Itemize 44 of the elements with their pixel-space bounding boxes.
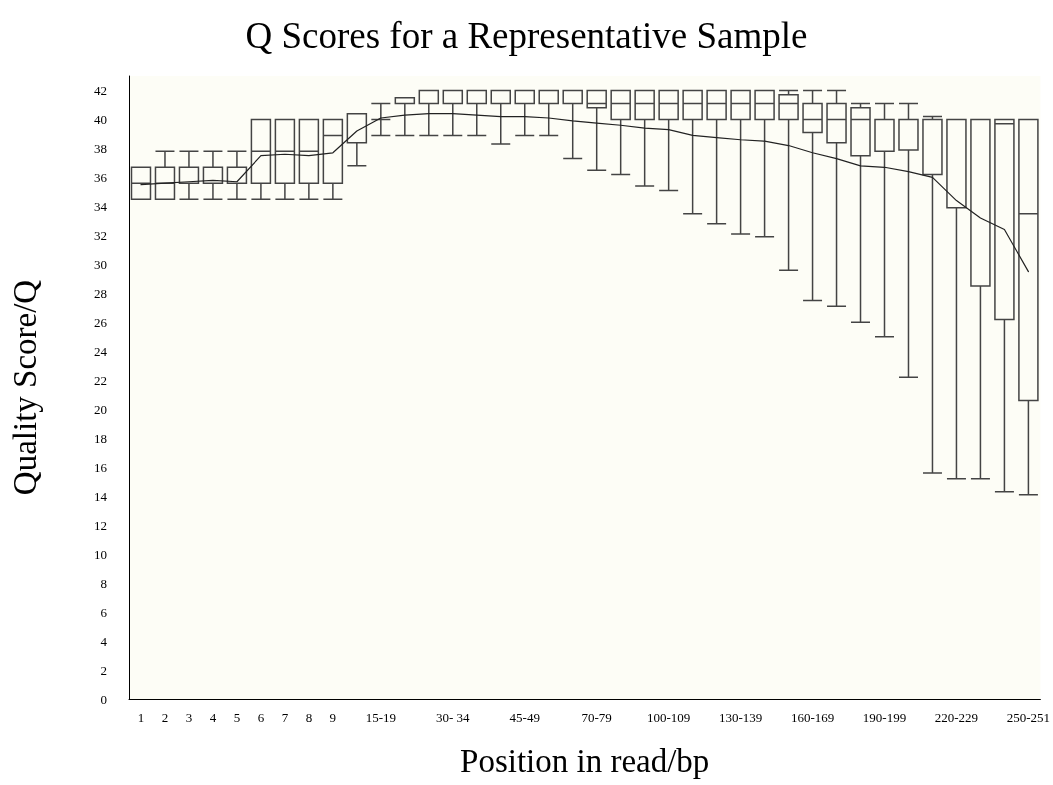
- y-tick-label: 12: [94, 517, 107, 533]
- x-tick-label: 130-139: [718, 710, 763, 725]
- y-tick-label: 0: [100, 691, 107, 707]
- y-tick-label: 20: [94, 401, 107, 417]
- y-tick-label: 22: [94, 372, 107, 388]
- x-tick-label: 220-229: [934, 710, 979, 725]
- x-tick-label: 8: [305, 710, 313, 725]
- x-tick-label: 160-169: [790, 710, 835, 725]
- x-tick-label: 250-251: [1006, 710, 1051, 725]
- x-tick-label: 1: [137, 710, 145, 725]
- x-tick-label: 7: [281, 710, 289, 725]
- y-tick-label: 6: [100, 604, 108, 620]
- x-tick-label: 9: [329, 710, 337, 725]
- y-tick-label: 42: [94, 82, 107, 98]
- chart-title: Q Scores for a Representative Sample: [245, 15, 808, 56]
- x-tick-label: 45-49: [509, 710, 540, 725]
- y-tick-label: 38: [94, 140, 107, 156]
- y-tick-label: 32: [94, 227, 107, 243]
- y-tick-label: 24: [94, 343, 108, 359]
- y-tick-label: 34: [94, 198, 108, 214]
- x-tick-label: 4: [209, 710, 217, 725]
- y-tick-label: 14: [94, 488, 108, 504]
- y-tick-label: 30: [94, 256, 107, 272]
- x-tick-label: 30- 34: [435, 710, 471, 725]
- x-tick-label: 190-199: [862, 710, 907, 725]
- y-tick-label: 28: [94, 285, 107, 301]
- y-tick-label: 10: [94, 546, 107, 562]
- y-tick-label: 16: [94, 459, 108, 475]
- y-axis-title: Quality Score/Q: [6, 279, 43, 496]
- y-tick-label: 2: [100, 662, 107, 678]
- x-tick-label: 100-109: [646, 710, 691, 725]
- x-axis-title: Position in read/bp: [460, 742, 710, 779]
- x-tick-label: 2: [161, 710, 169, 725]
- x-tick-label: 15-19: [365, 710, 397, 725]
- y-tick-label: 18: [94, 430, 107, 446]
- x-tick-label: 70-79: [581, 710, 612, 725]
- x-tick-label: 5: [233, 710, 241, 725]
- y-tick-label: 36: [94, 169, 108, 185]
- y-tick-label: 26: [94, 314, 108, 330]
- y-tick-label: 8: [100, 575, 107, 591]
- y-tick-label: 40: [94, 111, 107, 127]
- x-tick-label: 6: [257, 710, 265, 725]
- x-tick-label: 3: [185, 710, 193, 725]
- y-tick-label: 4: [100, 633, 108, 649]
